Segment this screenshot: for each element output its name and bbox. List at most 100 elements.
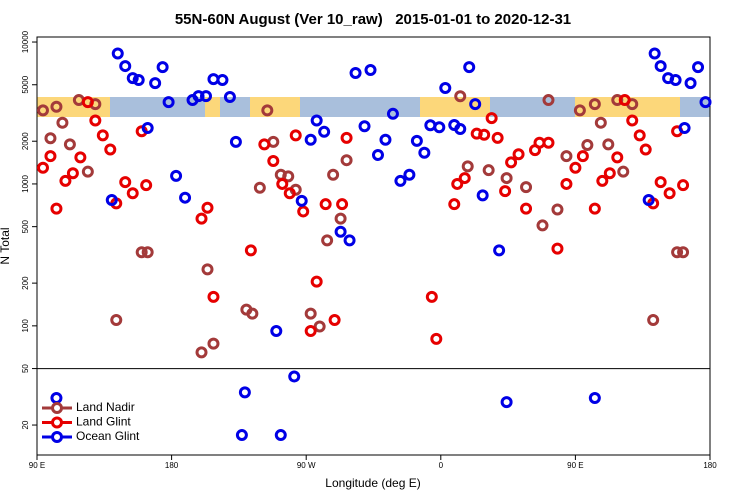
point bbox=[135, 246, 148, 259]
point bbox=[663, 187, 676, 200]
point bbox=[482, 164, 495, 177]
point bbox=[36, 161, 49, 174]
point bbox=[318, 125, 331, 138]
point bbox=[500, 172, 513, 185]
point bbox=[485, 112, 498, 125]
point bbox=[425, 290, 438, 303]
point bbox=[626, 114, 639, 127]
point bbox=[199, 90, 212, 103]
point bbox=[258, 138, 271, 151]
point bbox=[500, 396, 513, 409]
legend-label: Ocean Glint bbox=[76, 429, 140, 443]
point bbox=[671, 246, 684, 259]
point bbox=[364, 64, 377, 77]
point bbox=[44, 150, 57, 163]
point bbox=[430, 332, 443, 345]
point bbox=[304, 324, 317, 337]
point bbox=[647, 313, 660, 326]
point bbox=[478, 128, 491, 141]
point bbox=[594, 116, 607, 129]
point bbox=[81, 96, 94, 109]
y-tick-label: 2000 bbox=[21, 132, 30, 150]
point bbox=[74, 151, 87, 164]
point bbox=[295, 194, 308, 207]
point bbox=[111, 47, 124, 60]
point bbox=[235, 429, 248, 442]
point bbox=[105, 194, 118, 207]
point bbox=[283, 187, 296, 200]
legend-marker bbox=[51, 431, 63, 443]
point bbox=[96, 129, 109, 142]
point bbox=[44, 132, 57, 145]
point bbox=[36, 104, 49, 117]
point bbox=[238, 386, 251, 399]
point bbox=[149, 77, 162, 90]
point bbox=[617, 165, 630, 178]
legend-marker bbox=[51, 416, 63, 429]
point bbox=[588, 202, 601, 215]
point bbox=[454, 90, 467, 103]
x-tick-label: 0 bbox=[439, 461, 444, 470]
point bbox=[63, 138, 76, 151]
surface-band bbox=[37, 97, 710, 117]
point bbox=[692, 61, 705, 74]
point bbox=[596, 174, 609, 187]
point bbox=[512, 148, 525, 161]
point bbox=[633, 129, 646, 142]
point bbox=[603, 167, 616, 180]
point bbox=[267, 155, 280, 168]
point bbox=[639, 143, 652, 156]
point bbox=[433, 121, 446, 134]
x-tick-label: 180 bbox=[165, 461, 179, 470]
point bbox=[618, 94, 631, 107]
point bbox=[340, 154, 353, 167]
point bbox=[569, 161, 582, 174]
point bbox=[542, 136, 555, 149]
point bbox=[358, 120, 371, 133]
point bbox=[458, 172, 471, 185]
point bbox=[334, 212, 347, 225]
point bbox=[678, 121, 691, 134]
point bbox=[520, 202, 533, 215]
point bbox=[654, 60, 667, 73]
point bbox=[684, 77, 697, 90]
point bbox=[611, 94, 624, 107]
point bbox=[394, 174, 407, 187]
point bbox=[669, 74, 682, 87]
point bbox=[66, 167, 79, 180]
point bbox=[505, 156, 518, 169]
y-tick-label: 500 bbox=[21, 219, 30, 233]
point bbox=[321, 234, 334, 247]
point bbox=[229, 135, 242, 148]
point bbox=[132, 74, 145, 87]
point bbox=[244, 244, 257, 257]
point bbox=[379, 133, 392, 146]
y-tick-label: 20 bbox=[21, 420, 30, 429]
point bbox=[560, 177, 573, 190]
point bbox=[223, 90, 236, 103]
point bbox=[170, 169, 183, 182]
point bbox=[289, 129, 302, 142]
point bbox=[677, 179, 690, 192]
legend-marker bbox=[51, 402, 63, 414]
point bbox=[282, 170, 295, 183]
point bbox=[119, 176, 132, 189]
point bbox=[274, 429, 287, 442]
point bbox=[542, 94, 555, 107]
point bbox=[648, 47, 661, 60]
point bbox=[699, 96, 712, 109]
point bbox=[386, 107, 399, 120]
point bbox=[560, 150, 573, 163]
y-tick-label: 1000 bbox=[21, 174, 30, 192]
band-ocean bbox=[490, 97, 575, 117]
point bbox=[491, 131, 504, 144]
point bbox=[476, 189, 489, 202]
point bbox=[551, 203, 564, 216]
point bbox=[319, 198, 332, 211]
x-tick-label: 90 E bbox=[29, 461, 45, 470]
point bbox=[201, 201, 214, 214]
point bbox=[551, 242, 564, 255]
point bbox=[162, 96, 175, 109]
point bbox=[304, 133, 317, 146]
